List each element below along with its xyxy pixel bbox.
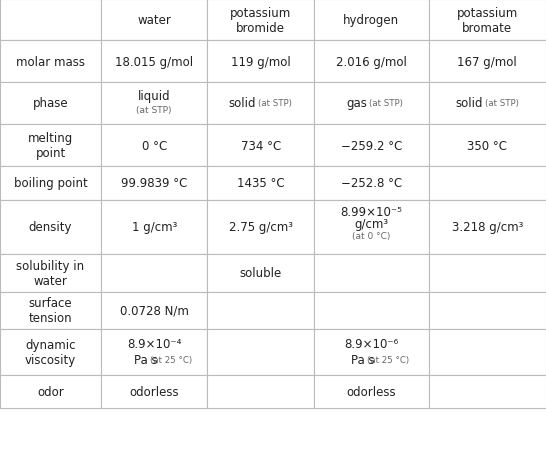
Text: (at STP): (at STP) — [258, 99, 292, 108]
Text: Pa s: Pa s — [351, 353, 375, 366]
Text: 1435 °C: 1435 °C — [237, 177, 284, 190]
Text: 2.75 g/cm³: 2.75 g/cm³ — [229, 221, 293, 234]
Text: hydrogen: hydrogen — [343, 14, 399, 27]
Text: 2.016 g/mol: 2.016 g/mol — [336, 56, 407, 68]
Text: solid: solid — [455, 97, 483, 110]
Bar — [207, 200, 314, 254]
Bar — [314, 375, 429, 409]
Text: solid: solid — [229, 97, 257, 110]
Text: gas: gas — [346, 97, 367, 110]
Bar — [101, 41, 207, 83]
Bar — [429, 375, 546, 409]
Bar — [314, 330, 429, 375]
Text: surface
tension: surface tension — [29, 297, 72, 325]
Bar — [429, 0, 546, 41]
Bar — [0, 41, 101, 83]
Text: water: water — [137, 14, 171, 27]
Bar — [207, 375, 314, 409]
Text: 8.99×10⁻⁵: 8.99×10⁻⁵ — [340, 206, 402, 219]
Bar — [429, 330, 546, 375]
Bar — [207, 167, 314, 200]
Text: (at 0 °C): (at 0 °C) — [352, 232, 390, 241]
Bar — [0, 200, 101, 254]
Bar — [101, 330, 207, 375]
Text: 0.0728 N/m: 0.0728 N/m — [120, 304, 189, 317]
Bar — [0, 292, 101, 330]
Text: (at STP): (at STP) — [485, 99, 519, 108]
Text: liquid: liquid — [138, 90, 170, 102]
Bar — [207, 83, 314, 125]
Bar — [314, 125, 429, 167]
Text: 734 °C: 734 °C — [241, 140, 281, 152]
Bar — [207, 0, 314, 41]
Bar — [207, 292, 314, 330]
Text: (at 25 °C): (at 25 °C) — [366, 355, 409, 364]
Bar — [314, 292, 429, 330]
Bar — [429, 83, 546, 125]
Text: potassium
bromate: potassium bromate — [456, 7, 518, 34]
Bar — [101, 292, 207, 330]
Bar — [314, 41, 429, 83]
Bar — [101, 83, 207, 125]
Bar — [207, 254, 314, 292]
Text: odorless: odorless — [129, 386, 179, 398]
Bar — [101, 125, 207, 167]
Text: melting
point: melting point — [28, 132, 73, 160]
Text: −259.2 °C: −259.2 °C — [341, 140, 402, 152]
Text: (at STP): (at STP) — [136, 106, 172, 115]
Bar — [429, 254, 546, 292]
Text: 350 °C: 350 °C — [467, 140, 507, 152]
Text: Pa s: Pa s — [134, 353, 157, 366]
Bar — [0, 0, 101, 41]
Text: soluble: soluble — [240, 267, 282, 280]
Text: dynamic
viscosity: dynamic viscosity — [25, 339, 76, 366]
Text: 18.015 g/mol: 18.015 g/mol — [115, 56, 193, 68]
Bar — [101, 167, 207, 200]
Bar — [314, 0, 429, 41]
Bar — [429, 125, 546, 167]
Bar — [429, 167, 546, 200]
Bar — [101, 375, 207, 409]
Bar — [0, 167, 101, 200]
Bar — [207, 125, 314, 167]
Text: 8.9×10⁻⁶: 8.9×10⁻⁶ — [344, 338, 399, 351]
Bar — [314, 254, 429, 292]
Text: (at 25 °C): (at 25 °C) — [150, 355, 192, 364]
Text: density: density — [29, 221, 72, 234]
Bar — [101, 200, 207, 254]
Text: odorless: odorless — [347, 386, 396, 398]
Text: 3.218 g/cm³: 3.218 g/cm³ — [452, 221, 523, 234]
Bar — [314, 200, 429, 254]
Bar — [429, 200, 546, 254]
Text: g/cm³: g/cm³ — [354, 218, 388, 230]
Text: 167 g/mol: 167 g/mol — [458, 56, 517, 68]
Bar — [314, 83, 429, 125]
Bar — [0, 125, 101, 167]
Bar — [0, 330, 101, 375]
Bar — [101, 0, 207, 41]
Text: 119 g/mol: 119 g/mol — [231, 56, 290, 68]
Text: potassium
bromide: potassium bromide — [230, 7, 292, 34]
Bar — [429, 292, 546, 330]
Text: boiling point: boiling point — [14, 177, 87, 190]
Text: phase: phase — [33, 97, 68, 110]
Text: 1 g/cm³: 1 g/cm³ — [132, 221, 177, 234]
Text: odor: odor — [37, 386, 64, 398]
Text: −252.8 °C: −252.8 °C — [341, 177, 402, 190]
Text: molar mass: molar mass — [16, 56, 85, 68]
Bar — [207, 330, 314, 375]
Text: 8.9×10⁻⁴: 8.9×10⁻⁴ — [127, 338, 181, 351]
Bar — [0, 375, 101, 409]
Bar — [314, 167, 429, 200]
Text: (at STP): (at STP) — [369, 99, 402, 108]
Bar — [101, 254, 207, 292]
Text: 0 °C: 0 °C — [141, 140, 167, 152]
Bar — [207, 41, 314, 83]
Bar — [429, 41, 546, 83]
Bar — [0, 254, 101, 292]
Text: solubility in
water: solubility in water — [16, 259, 85, 287]
Bar — [0, 83, 101, 125]
Text: 99.9839 °C: 99.9839 °C — [121, 177, 187, 190]
